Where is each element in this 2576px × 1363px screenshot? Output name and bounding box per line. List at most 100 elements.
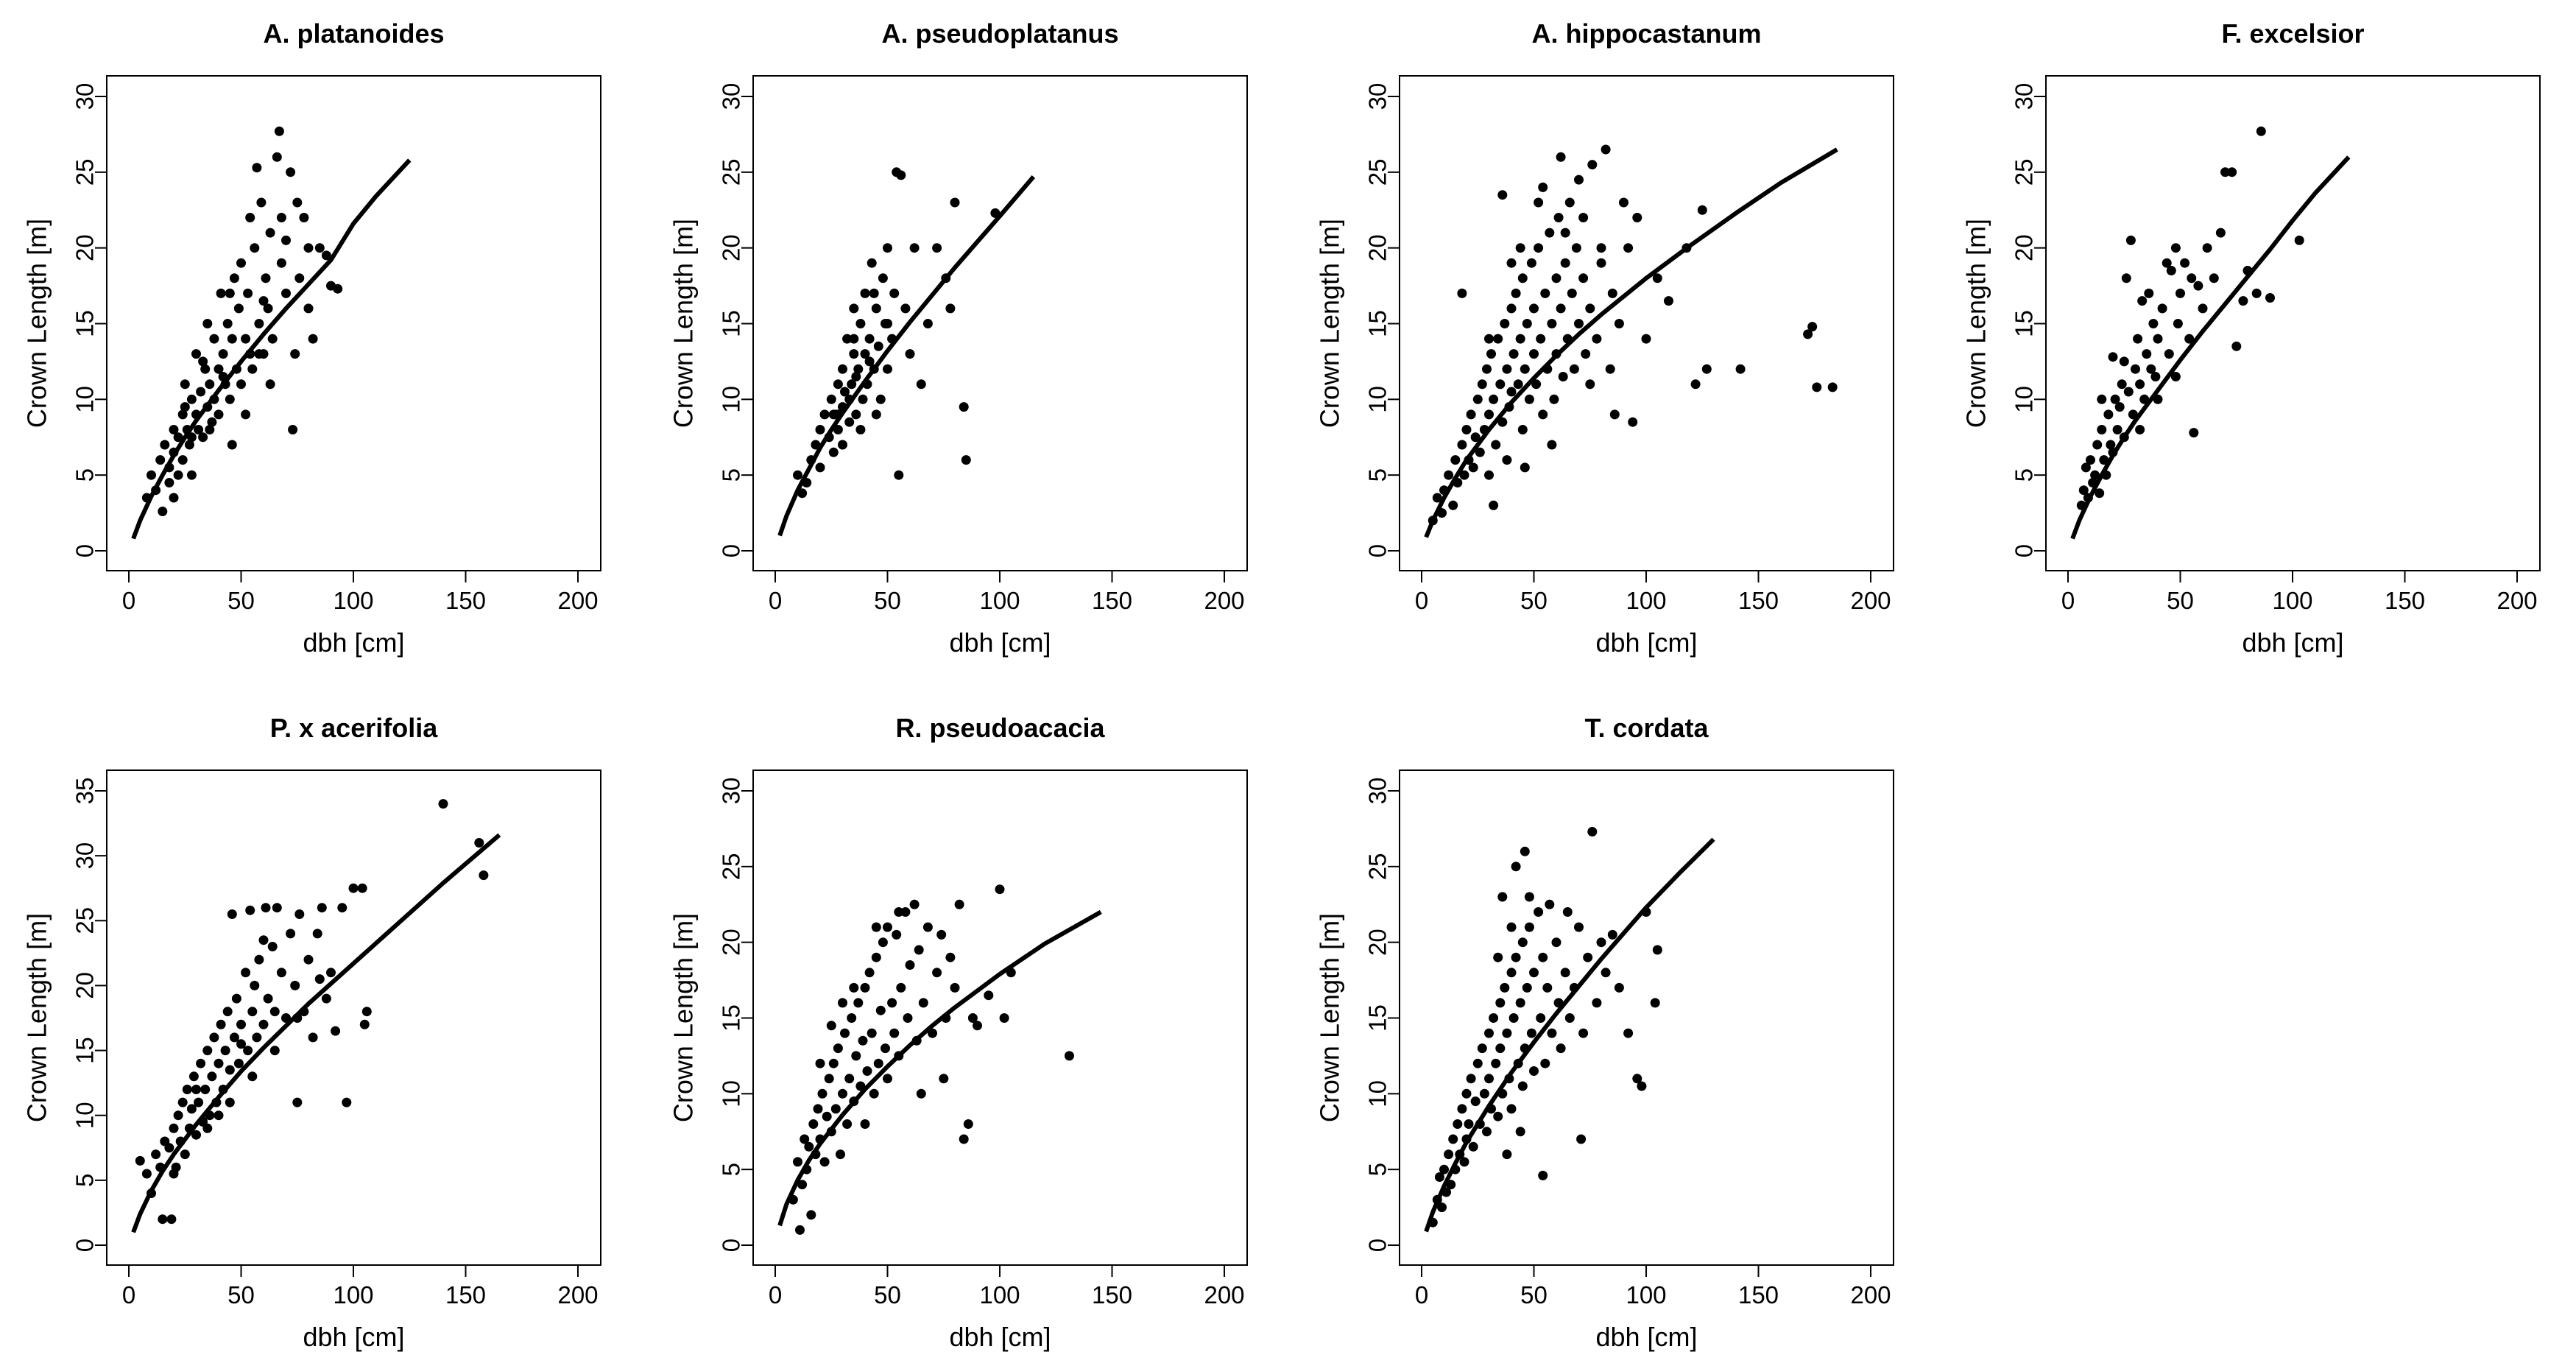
data-point [1470,1096,1481,1107]
data-point [308,334,318,344]
plot-frame [2045,75,2541,571]
x-tick-label: 0 [769,587,782,614]
y-axis-label: Crown Length [m] [1315,913,1345,1122]
data-point [864,334,875,344]
chart-panel-6: R. pseudoacacia 0 50 100 150 200 dbh [cm] 0 5 10 1… [668,713,1248,1352]
data-point [180,379,190,390]
data-point [858,1035,868,1046]
data-point [922,319,933,328]
data-point [1508,1013,1519,1023]
data-point [1623,1028,1634,1038]
data-point [1609,409,1620,420]
data-point [909,243,920,253]
data-point [869,1088,879,1099]
data-point [1614,319,1624,328]
data-point [160,440,170,450]
data-point [2123,387,2134,397]
data-point [2220,167,2230,177]
plot-frame [106,75,601,571]
data-point [2157,303,2167,314]
data-point [263,993,273,1004]
data-point [849,334,859,344]
data-point [1450,455,1461,465]
data-point [849,982,859,993]
data-point [290,349,300,359]
data-point [2184,334,2195,344]
data-point [1542,982,1553,993]
y-axis-label: Crown Length [m] [668,913,699,1122]
data-point [209,1032,219,1043]
data-point [1619,197,1628,208]
data-point [1506,1104,1517,1114]
x-axis-label: dbh [cm] [1595,627,1697,658]
y-axis-label: Crown Length [m] [22,913,52,1122]
y-tick-label: 25 [1364,158,1391,186]
x-tick-label: 150 [1738,587,1779,614]
data-point [860,982,870,993]
data-point [1578,213,1589,222]
data-point [1491,1058,1501,1068]
data-point [361,1007,372,1017]
data-point [932,243,942,253]
data-point [1564,1013,1575,1023]
x-axis-label: dbh [cm] [949,627,1051,658]
data-point [1517,425,1528,434]
data-point [286,929,296,939]
data-point [229,1032,239,1043]
data-point [281,288,291,298]
data-point [247,364,258,374]
data-point [1601,968,1611,978]
y-tick-label: 5 [1364,1163,1391,1176]
data-point [2081,462,2091,473]
fit-line [2070,155,2351,540]
data-point [169,493,179,503]
data-point [2119,356,2129,367]
data-point [1444,1149,1454,1160]
data-points [135,799,489,1225]
data-point [258,296,269,306]
data-point [813,1104,823,1114]
data-point [1549,394,1559,404]
data-point [1614,982,1624,993]
x-axis-label: dbh [cm] [303,1322,404,1352]
data-point [2142,349,2152,359]
data-point [207,1071,217,1082]
x-tick-label: 150 [445,1281,486,1309]
y-axis: 0 5 10 15 20 25 30 [718,83,754,557]
data-point [851,409,861,420]
data-point [1522,982,1532,993]
data-point [909,899,920,909]
data-point [793,470,802,480]
data-point [342,1097,352,1107]
data-point [873,341,883,351]
data-point [851,1051,861,1061]
panel-title: R. pseudoacacia [895,713,1105,743]
data-point [1538,1170,1548,1180]
data-point [225,394,235,404]
x-tick-label: 200 [1850,587,1891,614]
data-point [2153,334,2163,344]
data-point [1596,243,1606,253]
data-point [202,1123,213,1133]
y-tick-label: 25 [71,158,99,186]
data-point [889,288,900,298]
data-point [292,197,303,208]
data-point [881,1043,890,1054]
x-tick-label: 200 [1204,587,1244,614]
y-tick-label: 15 [718,310,745,337]
data-point [797,1180,808,1190]
data-point [1536,1013,1546,1023]
data-point [842,1119,853,1129]
data-point [867,258,877,268]
data-point [312,929,322,939]
data-point [875,394,886,404]
data-point [2114,402,2125,412]
data-point [1551,273,1562,283]
data-point [1540,1058,1550,1068]
data-point [1596,937,1606,948]
data-point [883,922,892,932]
data-point [261,903,271,913]
data-point [1482,364,1492,374]
data-point [2227,167,2237,177]
x-axis-label: dbh [cm] [303,627,404,658]
